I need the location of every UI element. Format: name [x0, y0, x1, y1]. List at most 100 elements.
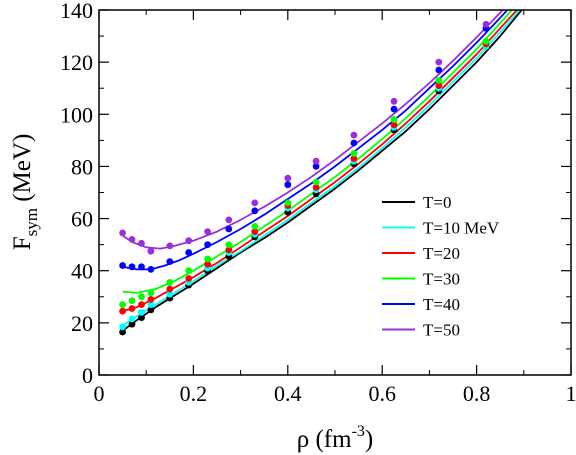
- x-tick-label: 1: [566, 381, 576, 406]
- data-point-series-3: [138, 293, 145, 301]
- y-tick-label: 120: [60, 50, 93, 75]
- x-axis-title-main: ρ (fm: [297, 426, 352, 453]
- legend-label-4: T=40: [423, 295, 460, 314]
- data-point-series-2: [312, 183, 320, 191]
- y-tick-label: 60: [71, 207, 93, 232]
- data-point-series-1: [138, 309, 145, 316]
- data-point-series-2: [350, 155, 358, 163]
- data-point-series-4: [435, 66, 443, 74]
- data-point-series-4: [312, 163, 320, 170]
- legend-label-1: T=10 MeV: [423, 219, 500, 238]
- series-line-4: [122, 10, 509, 271]
- x-tick-label: 0.2: [180, 381, 208, 406]
- data-point-series-4: [204, 241, 212, 249]
- series-layer: [119, 10, 523, 336]
- data-point-series-5: [390, 97, 398, 105]
- data-point-series-5: [284, 174, 292, 182]
- y-axis-title-rest: (MeV): [9, 134, 36, 208]
- data-point-series-1: [128, 315, 136, 323]
- y-axis-title-subscript: sym: [22, 208, 41, 236]
- data-point-series-3: [482, 37, 490, 45]
- data-point-series-3: [350, 150, 358, 157]
- data-point-series-4: [284, 181, 292, 189]
- data-point-series-3: [251, 223, 259, 230]
- x-tick-label: 0: [94, 381, 105, 406]
- ticks-layer: 0 0.2 0.4 0.6 0.8 1 0 20 40 60 80 100 120 140: [60, 0, 576, 406]
- data-point-series-4: [225, 225, 233, 233]
- data-point-series-5: [435, 58, 443, 66]
- legend-label-5: T=50: [423, 321, 460, 340]
- legend: T=0 T=10 MeV T=20 T=30 T=40 T=50: [382, 193, 500, 340]
- data-point-series-1: [147, 301, 155, 308]
- data-point-series-3: [284, 199, 292, 207]
- data-point-series-5: [225, 216, 233, 224]
- data-point-series-2: [390, 121, 398, 129]
- y-axis-title-main: F: [9, 236, 36, 250]
- data-point-series-2: [435, 82, 443, 89]
- data-point-series-5: [166, 242, 174, 250]
- data-point-series-3: [312, 178, 320, 186]
- legend-label-0: T=0: [423, 193, 451, 212]
- data-point-series-3: [128, 297, 136, 305]
- series-line-1: [122, 10, 521, 327]
- series-line-0: [122, 10, 523, 332]
- data-point-series-0: [128, 320, 136, 328]
- data-point-series-1: [166, 290, 174, 298]
- x-tick-label: 0.8: [463, 381, 491, 406]
- y-tick-label: 0: [82, 363, 93, 388]
- data-point-series-4: [350, 139, 358, 147]
- data-point-series-4: [390, 105, 398, 113]
- data-point-series-0: [119, 328, 126, 336]
- data-point-series-4: [166, 258, 174, 265]
- data-point-series-2: [138, 301, 145, 308]
- data-point-series-4: [147, 266, 155, 273]
- data-point-series-0: [147, 306, 155, 314]
- y-tick-label: 20: [71, 311, 93, 336]
- data-point-series-2: [128, 305, 136, 312]
- data-point-series-3: [185, 267, 193, 275]
- x-axis-title-close: ): [365, 426, 373, 453]
- data-point-series-0: [138, 314, 145, 321]
- data-point-series-5: [312, 157, 320, 165]
- x-axis-title-superscript: -3: [352, 423, 365, 440]
- data-point-series-1: [119, 323, 126, 331]
- legend-label-2: T=20: [423, 244, 460, 263]
- data-point-series-5: [204, 228, 212, 236]
- y-axis-title: Fsym (MeV): [9, 134, 41, 251]
- data-point-series-3: [225, 241, 233, 249]
- y-tick-label: 80: [71, 154, 93, 179]
- series-line-5: [122, 10, 504, 250]
- y-tick-label: 100: [60, 102, 93, 127]
- legend-label-3: T=30: [423, 270, 460, 289]
- x-axis-title: ρ (fm-3): [297, 423, 373, 453]
- x-tick-label: 0.6: [368, 381, 396, 406]
- data-point-series-5: [185, 237, 193, 245]
- data-point-series-4: [119, 262, 126, 269]
- data-point-series-3: [166, 279, 174, 286]
- data-point-series-4: [251, 207, 259, 215]
- series-line-3: [122, 10, 514, 294]
- data-point-series-2: [119, 307, 126, 315]
- data-point-series-3: [119, 301, 126, 308]
- data-point-series-5: [350, 131, 358, 139]
- data-point-series-5: [147, 247, 155, 255]
- x-tick-label: 0.4: [274, 381, 302, 406]
- data-point-series-4: [185, 249, 193, 256]
- data-point-series-2: [204, 260, 212, 268]
- data-point-series-3: [435, 77, 443, 84]
- y-tick-label: 140: [60, 0, 93, 23]
- data-point-series-4: [138, 263, 145, 271]
- data-point-series-3: [390, 116, 398, 123]
- y-tick-label: 40: [71, 259, 93, 284]
- data-point-series-3: [147, 289, 155, 297]
- data-point-series-4: [128, 263, 136, 271]
- data-point-series-2: [185, 275, 193, 282]
- data-point-series-2: [225, 246, 233, 254]
- data-point-series-3: [204, 255, 212, 263]
- data-point-series-5: [119, 229, 126, 237]
- data-point-series-5: [138, 239, 145, 247]
- data-point-series-2: [166, 285, 174, 293]
- data-point-series-2: [147, 296, 155, 303]
- data-point-series-5: [251, 199, 259, 207]
- data-point-series-2: [251, 228, 259, 236]
